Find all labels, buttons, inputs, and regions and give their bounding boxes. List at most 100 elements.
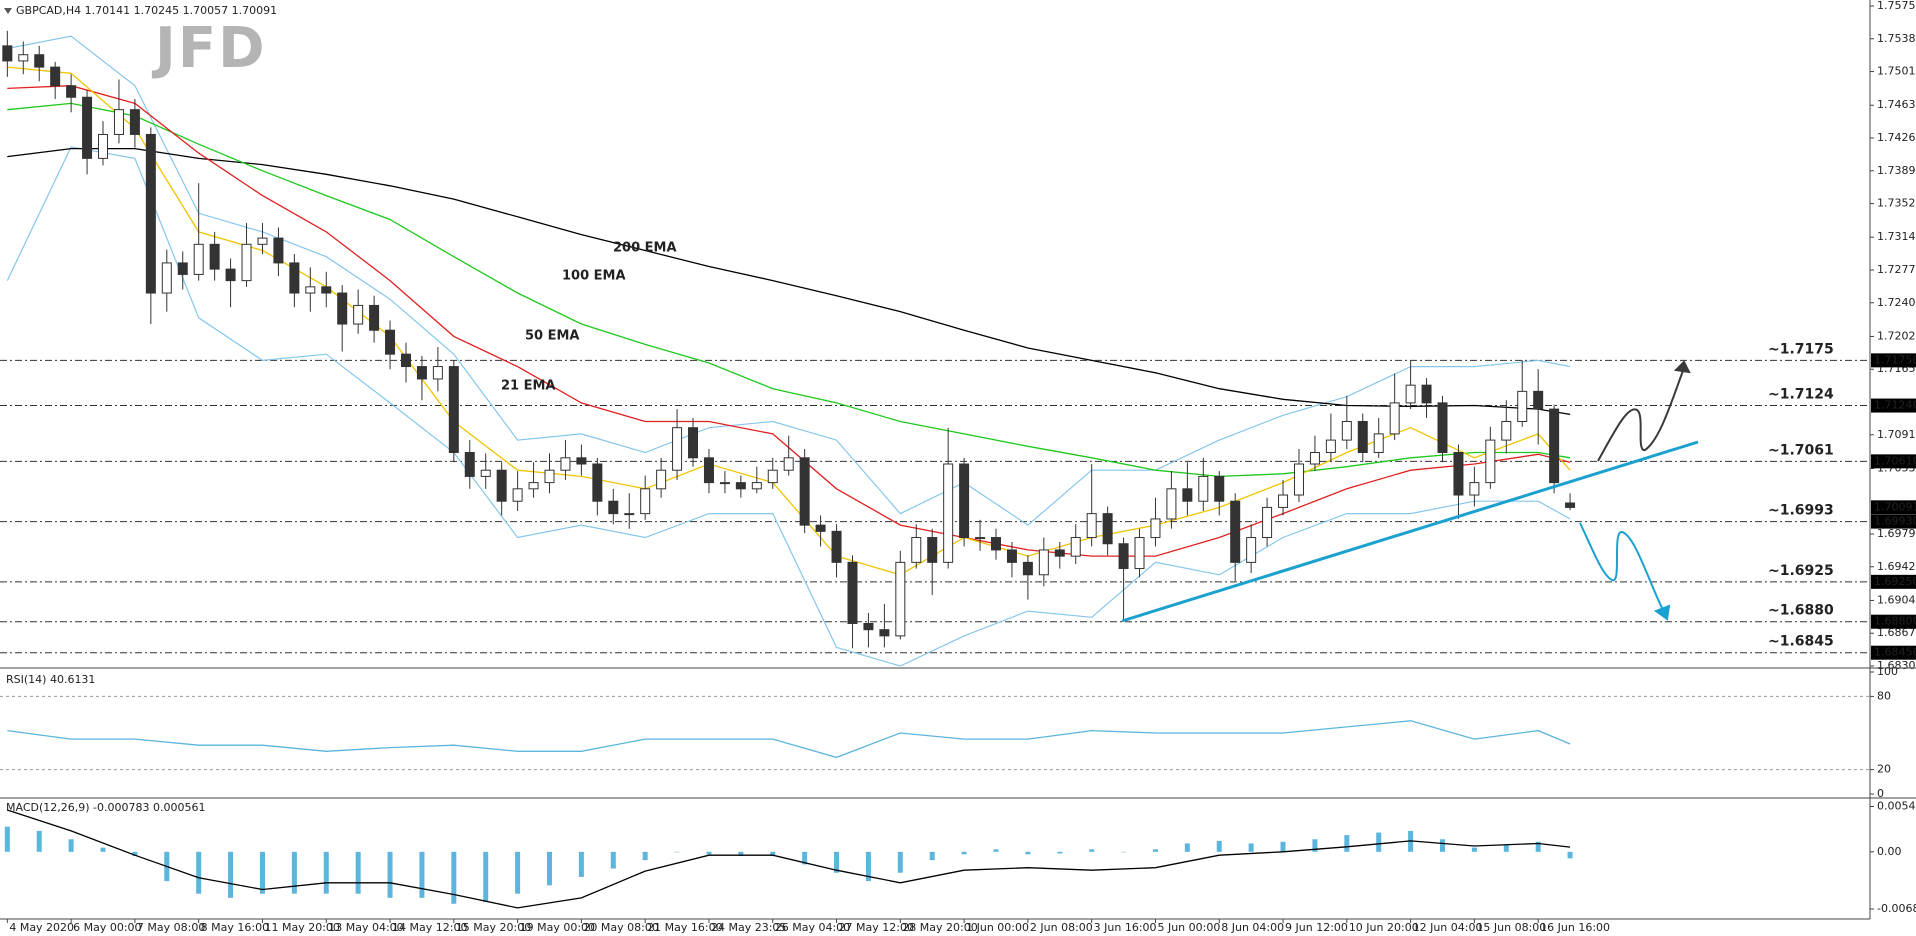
level-label: ~1.7061 [1768, 442, 1834, 458]
ema-label: 200 EMA [613, 241, 677, 256]
level-axis-label: 1.71240 [1874, 399, 1916, 412]
candle-body [1293, 463, 1304, 496]
candle-body [1437, 402, 1448, 453]
candle-body [608, 500, 619, 515]
y-tick-label: 0.00 [1877, 845, 1902, 858]
y-tick-label: 1.72770 [1877, 263, 1916, 276]
y-tick-label: 1.68670 [1877, 626, 1916, 639]
candle-body [1517, 390, 1528, 422]
macd-bar [1216, 840, 1222, 852]
y-tick-label: 1.73520 [1877, 197, 1916, 210]
level-axis-box [1871, 454, 1916, 469]
y-tick-label: 1.75010 [1877, 65, 1916, 78]
down-scenario-arrow [1579, 522, 1665, 613]
macd-bar [1025, 851, 1031, 855]
candle-body [1262, 506, 1273, 539]
candle-body [560, 457, 571, 471]
candle-body [98, 133, 109, 159]
x-tick-label: 20 May 08:00 [583, 921, 658, 934]
candle-body [656, 469, 667, 490]
macd-title: MACD(12,26,9) -0.000783 0.000561 [6, 801, 205, 814]
candle-body [703, 457, 714, 484]
x-tick-label: 3 Jun 16:00 [1094, 921, 1157, 934]
macd-bar [68, 839, 74, 852]
candle-body [719, 482, 730, 485]
x-tick-label: 10 Jun 20:00 [1349, 921, 1419, 934]
y-tick-label: 1.69790 [1877, 527, 1916, 540]
candle-body [959, 463, 970, 539]
candle-body [353, 304, 364, 325]
x-tick-label: 9 Jun 12:00 [1285, 921, 1348, 934]
y-tick-label: 1.69420 [1877, 560, 1916, 573]
macd-bar [1439, 839, 1445, 852]
macd-bar [196, 851, 202, 894]
candle-body [592, 463, 603, 502]
candle-body [480, 469, 491, 477]
y-tick-label: -0.006832 [1877, 902, 1916, 915]
candle-body [863, 622, 874, 631]
candle-body [289, 262, 300, 294]
candle-body [464, 451, 475, 477]
candle-body [1150, 518, 1161, 539]
y-tick-label: 1.72400 [1877, 296, 1916, 309]
candle-body [640, 488, 651, 515]
y-tick-label: 1.74260 [1877, 131, 1916, 144]
macd-bar [36, 830, 42, 852]
level-axis-label: 1.68450 [1874, 646, 1916, 659]
candle-body [321, 286, 332, 294]
level-axis-label: 1.71750 [1874, 353, 1916, 366]
x-tick-label: 1 Jun 00:00 [966, 921, 1029, 934]
level-axis-label: 1.68800 [1874, 615, 1916, 628]
x-tick-label: 12 Jun 04:00 [1413, 921, 1483, 934]
level-axis-label: 1.70610 [1874, 454, 1916, 467]
macd-bar [1503, 845, 1509, 852]
candle-body [1086, 513, 1097, 539]
macd-bar [1280, 841, 1286, 852]
candle-body [831, 530, 842, 563]
x-tick-label: 8 May 16:00 [201, 921, 269, 934]
candle-body [1022, 561, 1033, 576]
x-tick-label: 28 May 20:00 [902, 921, 977, 934]
macd-bar [515, 851, 521, 894]
arrow-head [1653, 604, 1671, 621]
ema-label: 21 EMA [501, 379, 556, 394]
bollinger-band [7, 35, 1571, 526]
macd-bar [961, 851, 967, 855]
y-tick-label: 100 [1877, 665, 1898, 678]
candle-body [528, 482, 539, 490]
macd-bar [1121, 851, 1127, 853]
ema-line [7, 102, 1571, 478]
last-price-box [1871, 500, 1916, 515]
last-price-label: 1.70091 [1874, 500, 1916, 513]
candle-body [975, 537, 986, 540]
y-tick-label: 1.75380 [1877, 32, 1916, 45]
macd-bar [578, 851, 584, 877]
signal-line [7, 809, 1571, 909]
candle-body [337, 292, 348, 325]
candle-body [305, 286, 316, 294]
macd-bar [834, 851, 840, 873]
y-tick-label: 20 [1877, 763, 1891, 776]
bollinger-band [6, 146, 1571, 667]
candle-body [1549, 408, 1560, 484]
level-axis-box [1871, 353, 1916, 368]
candle-body [943, 463, 954, 563]
macd-bar [1567, 851, 1573, 859]
macd-bar [1184, 843, 1190, 852]
macd-bar [1089, 849, 1095, 852]
candle-body [815, 524, 826, 532]
macd-bar [1344, 835, 1350, 852]
candle-body [34, 54, 45, 68]
candle-body [735, 482, 746, 490]
candle-body [241, 243, 252, 282]
level-label: ~1.6925 [1768, 563, 1834, 579]
y-tick-label: 1.73140 [1877, 230, 1916, 243]
macd-bar [1471, 847, 1477, 852]
candle-body [672, 427, 683, 471]
candle-body [193, 243, 204, 275]
y-tick-label: 80 [1877, 689, 1891, 702]
macd-bar [387, 851, 393, 898]
arrow-head [1673, 360, 1691, 374]
candle-body [400, 353, 411, 368]
candle-body [783, 457, 794, 471]
